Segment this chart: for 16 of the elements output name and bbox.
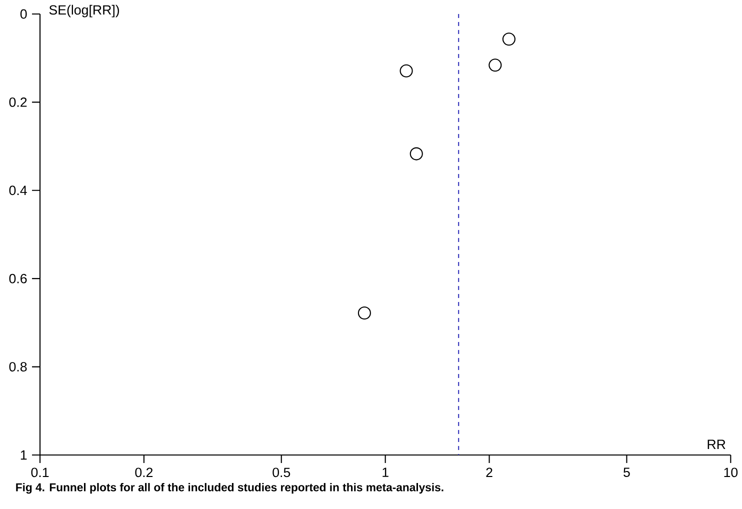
y-tick-label: 0.2 — [9, 97, 27, 107]
x-tick-label: 2 — [486, 468, 492, 478]
y-tick-label: 1 — [20, 450, 27, 460]
x-tick-label: 10 — [724, 468, 738, 478]
caption: Fig 4. Funnel plots for all of the included studies reported in this meta-analysis. — [16, 483, 444, 494]
x-tick-label: 5 — [624, 468, 630, 477]
y-axis-title: SE(log[RR]) — [49, 4, 120, 18]
x-tick-label: 0.1 — [31, 468, 49, 478]
y-tick-label: 0.6 — [9, 274, 27, 284]
x-axis-title: RR — [708, 440, 726, 449]
x-tick-label: 0.5 — [272, 468, 290, 478]
y-tick-label: 0.8 — [9, 362, 27, 372]
x-tick-label: 0.2 — [135, 468, 153, 478]
y-tick-label: 0 — [20, 9, 27, 19]
x-tick-label: 1 — [382, 468, 388, 477]
y-tick-label: 0.4 — [9, 186, 27, 196]
